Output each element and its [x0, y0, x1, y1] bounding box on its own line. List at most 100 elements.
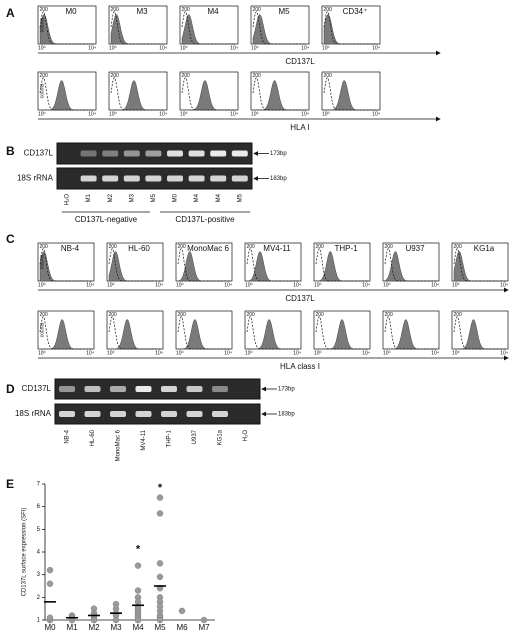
x-min-label: 10⁰ — [383, 350, 391, 356]
x-min-label: 10⁰ — [109, 45, 117, 51]
x-min-label: 10⁰ — [176, 282, 184, 288]
y-axis-label: counts — [39, 322, 45, 337]
lane-label: M5 — [237, 193, 243, 202]
isotype-control — [315, 248, 368, 282]
group-label: CD137L-positive — [175, 215, 235, 224]
sample-label: THP-1 — [334, 244, 358, 253]
sample-label: KG1a — [474, 244, 495, 253]
y-axis-label: CD137L surface expression (SFI) — [22, 508, 28, 597]
x-max-label: 10⁴ — [301, 111, 309, 117]
x-min-label: 10⁰ — [109, 111, 117, 117]
point — [156, 560, 164, 567]
x-min-label: 10⁰ — [452, 350, 460, 356]
band-size: 183bp — [278, 412, 295, 418]
y-axis-label: counts — [39, 17, 45, 32]
panel-label: D — [6, 382, 15, 396]
panel-label: B — [6, 144, 15, 158]
y-max-label: 200 — [253, 73, 262, 79]
sample-label: M0 — [65, 7, 77, 16]
x-max-label: 10⁴ — [155, 350, 163, 356]
band — [135, 411, 152, 417]
x-tick-label: M1 — [66, 623, 78, 632]
panel-label: A — [6, 6, 15, 20]
band — [161, 386, 177, 392]
point — [156, 510, 164, 517]
band — [210, 175, 227, 182]
y-tick-label: 1 — [37, 618, 41, 624]
band — [188, 150, 205, 157]
y-max-label: 200 — [109, 312, 118, 318]
axis-label: HLA I — [290, 123, 310, 132]
isotype-control — [384, 316, 437, 350]
lane-label: H₂O — [65, 194, 71, 206]
point — [156, 616, 164, 624]
x-max-label: 10⁴ — [372, 111, 380, 117]
y-max-label: 200 — [111, 73, 120, 79]
point — [178, 607, 186, 615]
y-max-label: 200 — [324, 7, 333, 13]
x-min-label: 10⁰ — [38, 111, 46, 117]
band — [102, 175, 119, 182]
histogram-box — [313, 242, 371, 282]
y-tick-label: 2 — [37, 595, 41, 601]
y-tick-label: 6 — [37, 504, 41, 510]
band — [145, 175, 162, 182]
x-min-label: 10⁰ — [107, 350, 115, 356]
sample-label: MonoMac 6 — [187, 244, 229, 253]
lane-label: M1 — [86, 193, 92, 202]
lane-label: M4 — [216, 193, 222, 202]
x-min-label: 10⁰ — [314, 350, 322, 356]
y-max-label: 200 — [454, 312, 463, 318]
point — [156, 573, 164, 581]
x-max-label: 10⁴ — [159, 111, 167, 117]
lane-label: HL-60 — [90, 429, 96, 446]
x-min-label: 10⁰ — [245, 282, 253, 288]
x-tick-label: M5 — [154, 623, 166, 632]
isotype-control — [315, 316, 368, 350]
x-max-label: 10⁴ — [293, 282, 301, 288]
isotype-control — [110, 11, 165, 45]
y-max-label: 200 — [178, 312, 187, 318]
histogram-box — [321, 71, 381, 111]
lane-label: MonoMac 6 — [116, 429, 122, 461]
y-tick-label: 3 — [37, 572, 41, 578]
point — [156, 494, 164, 501]
x-max-label: 10⁴ — [372, 45, 380, 51]
x-min-label: 10⁰ — [452, 282, 460, 288]
x-min-label: 10⁰ — [176, 350, 184, 356]
lane-label: MV4-11 — [141, 429, 147, 450]
histogram-box — [175, 310, 233, 350]
gel — [54, 378, 261, 400]
lane-label: U937 — [192, 429, 198, 444]
histogram — [253, 80, 307, 111]
x-max-label: 10⁴ — [86, 282, 94, 288]
band — [188, 175, 205, 182]
isotype-control — [39, 11, 94, 45]
x-max-label: 10⁴ — [362, 282, 370, 288]
y-tick-label: 5 — [37, 527, 41, 533]
band — [161, 411, 177, 417]
x-min-label: 10⁰ — [180, 111, 188, 117]
point — [134, 587, 142, 594]
sample-label: M3 — [136, 7, 148, 16]
y-max-label: 200 — [40, 244, 49, 250]
band — [84, 411, 101, 417]
x-tick-label: M2 — [88, 623, 100, 632]
y-max-label: 200 — [385, 312, 394, 318]
isotype-control — [39, 248, 92, 282]
band — [123, 175, 140, 182]
point — [46, 566, 54, 574]
lane-label: M2 — [108, 193, 114, 202]
histogram — [182, 80, 236, 111]
x-min-label: 10⁰ — [251, 45, 259, 51]
lane-label: THP-1 — [167, 429, 173, 447]
y-max-label: 200 — [109, 244, 118, 250]
lane-label: KG1a — [218, 429, 224, 445]
sample-label: M4 — [207, 7, 219, 16]
band — [231, 150, 248, 157]
y-max-label: 200 — [385, 244, 394, 250]
y-max-label: 200 — [111, 7, 120, 13]
y-max-label: 200 — [316, 312, 325, 318]
point — [90, 616, 98, 624]
band — [212, 411, 228, 417]
